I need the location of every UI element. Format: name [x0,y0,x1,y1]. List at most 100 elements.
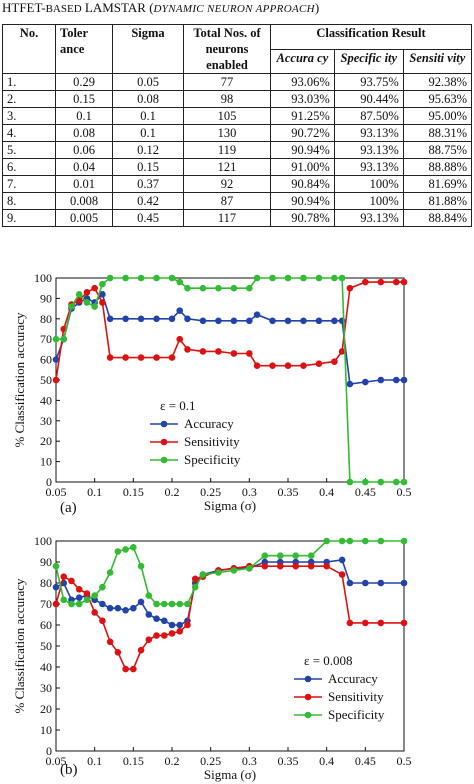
y-tick-label: 10 [40,455,52,469]
data-point-sensitivity [106,354,114,361]
data-point-specificity [215,284,222,292]
data-point-sensitivity [168,630,176,637]
row-neurons: 105 [183,107,271,125]
data-point-specificity [176,600,184,608]
row-no: 7. [2,175,56,193]
data-point-sensitivity [276,562,284,570]
data-point-sensitivity [346,284,354,292]
row-specificity: 90.44% [333,90,404,108]
data-point-accuracy [160,617,168,625]
data-point-sensitivity [52,376,60,384]
data-point-sensitivity [400,619,408,627]
data-point-accuracy [331,317,338,325]
data-point-specificity [362,478,369,486]
row-neurons: 92 [183,175,271,193]
table-row: 4. 0.08 0.1 130 90.72% 93.13% 88.31% [2,124,473,142]
y-tick-label: 90 [40,555,52,569]
data-point-accuracy [269,317,276,325]
chart-a: 0 10 20 30 40 50 60 70 80 90 100 0.05 0.1 0.15 0.2 0.25… [12,271,412,513]
y-tick-label: 60 [40,353,52,367]
data-point-accuracy [300,317,307,325]
data-point-accuracy [199,317,207,325]
data-point-sensitivity [91,609,98,616]
data-point-accuracy [246,317,253,325]
y-tick-label: 40 [40,660,52,674]
data-point-sensitivity [246,350,253,357]
x-tick-label: 0.4 [319,485,334,499]
data-point-sensitivity [300,362,307,370]
series-line-sensitivity [55,281,404,381]
data-point-specificity [346,537,354,545]
x-tick-label: 0.5 [397,485,412,499]
row-specificity: 100% [333,175,404,193]
row-neurons: 98 [183,90,271,108]
row-neurons: 121 [183,158,271,176]
row-tolerance: 0.1 [55,107,113,125]
legend-label-sensitivity: Sensitivity [328,689,384,704]
data-point-specificity [292,552,300,559]
row-neurons: 130 [183,124,271,142]
data-point-sensitivity [106,638,114,646]
y-tick-label: 30 [40,414,52,428]
data-point-accuracy [362,579,369,587]
y-tick-label: 0 [46,475,52,489]
data-point-specificity [191,583,199,591]
x-tick-label: 0.05 [46,485,67,499]
data-point-accuracy [392,376,400,384]
row-accuracy: 90.84% [270,175,335,193]
data-point-accuracy [106,315,114,323]
data-point-specificity [230,284,238,292]
y-tick-label: 90 [40,291,52,305]
header-neurons: Total Nos. of neurons enabled [183,24,271,74]
data-point-specificity [91,592,98,599]
row-no: 6. [2,158,56,176]
y-axis-label: % Classification accuracy [12,578,27,713]
legend-label-accuracy: Accuracy [328,671,378,686]
data-point-specificity [284,274,292,282]
data-point-specificity [106,569,114,576]
row-specificity: 93.13% [333,158,404,176]
row-sensitivity: 81.69% [402,175,473,193]
header-sigma: Sigma [112,24,184,74]
legend-swatch-marker [160,456,168,464]
data-point-sensitivity [338,348,346,355]
data-point-sensitivity [160,632,168,639]
data-point-specificity [199,571,207,578]
data-point-accuracy [122,315,129,323]
legend-swatch-marker [304,693,312,701]
data-point-specificity [215,569,222,576]
data-point-sensitivity [269,362,276,370]
y-tick-label: 80 [40,576,52,590]
data-point-accuracy [130,604,137,612]
row-accuracy: 90.78% [270,209,335,227]
x-tick-label: 0.2 [165,754,180,768]
x-tick-label: 0.05 [46,754,67,768]
y-tick-label: 60 [40,618,52,632]
data-point-specificity [261,552,269,559]
row-sensitivity: 88.31% [402,124,473,142]
data-point-specificity [83,299,91,306]
row-accuracy: 91.00% [270,158,335,176]
annotation-epsilon: ε = 0.1 [160,398,196,413]
data-point-specificity [99,280,106,288]
data-point-specificity [176,278,184,286]
data-point-specificity [75,600,83,608]
data-point-specificity [145,592,153,599]
data-point-accuracy [184,315,191,323]
data-point-accuracy [400,376,408,384]
data-point-sensitivity [184,346,191,353]
data-point-specificity [60,335,68,343]
row-specificity: 93.75% [333,73,404,91]
data-point-specificity [122,546,129,553]
row-tolerance: 0.08 [55,124,113,142]
data-point-specificity [300,274,307,282]
data-point-specificity [68,600,75,608]
data-point-specificity [253,274,261,282]
data-point-specificity [315,274,323,282]
data-point-specificity [246,565,253,572]
data-point-specificity [199,284,207,292]
data-point-sensitivity [68,577,75,585]
legend-label-specificity: Specificity [184,452,241,467]
data-point-sensitivity [168,354,176,361]
data-point-specificity [246,284,253,292]
